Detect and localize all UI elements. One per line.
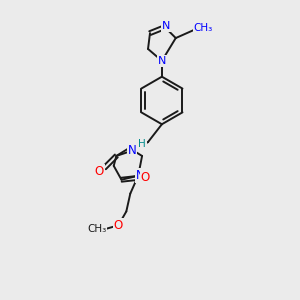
Text: CH₃: CH₃ [87,224,106,234]
Text: CH₃: CH₃ [194,23,213,33]
Text: N: N [136,169,145,182]
Text: H: H [138,139,146,149]
Text: O: O [95,165,104,178]
Text: N: N [162,21,170,31]
Text: O: O [141,171,150,184]
Text: N: N [128,143,136,157]
Text: O: O [114,219,123,232]
Text: N: N [158,56,166,66]
